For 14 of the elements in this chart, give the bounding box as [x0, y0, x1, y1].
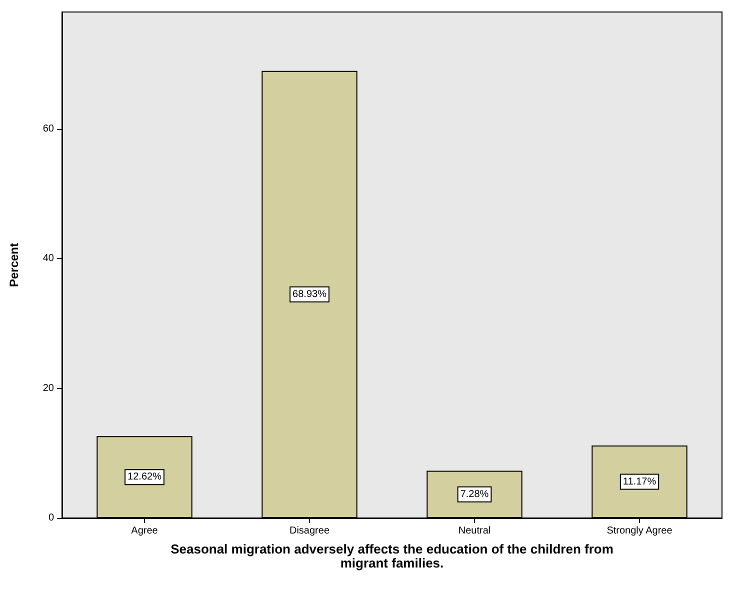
y-tick-label: 40	[42, 253, 54, 264]
y-tick-label: 0	[48, 512, 54, 524]
data-label: 68.93%	[292, 288, 327, 300]
x-tick-label: Strongly Agree	[606, 526, 673, 536]
x-tick-label: Agree	[131, 526, 158, 536]
x-tick-label: Disagree	[289, 526, 330, 536]
y-axis-title: Percent	[7, 242, 21, 288]
x-axis-title: Seasonal migration adversely affects the education of the children from migrant families.	[170, 542, 614, 570]
x-tick-label: Neutral	[458, 526, 491, 536]
y-tick-label: 20	[42, 382, 54, 394]
data-label: 11.17%	[622, 476, 656, 488]
y-tick-label: 60	[42, 123, 54, 134]
data-label: 12.62%	[128, 472, 162, 483]
data-label: 7.28%	[460, 488, 489, 500]
